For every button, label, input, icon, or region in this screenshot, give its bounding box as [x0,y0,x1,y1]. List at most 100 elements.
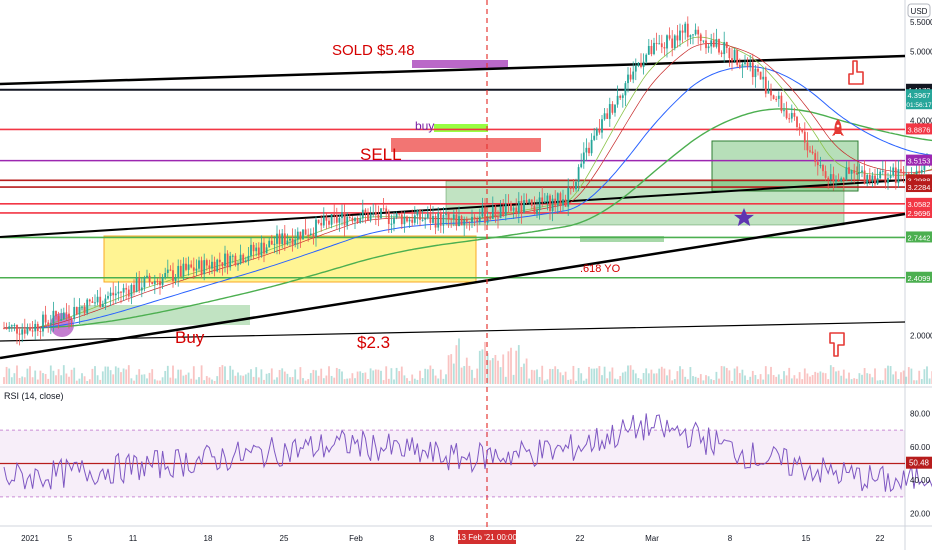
volume-bar [281,368,284,384]
candle-body [801,130,804,132]
candle-body [31,330,34,332]
candle-body [611,104,614,113]
volume-bar [312,369,315,384]
candle-body [445,213,447,215]
volume-bar [910,368,913,384]
time-tick-label: 22 [876,534,885,543]
candle-body [81,306,83,308]
volume-bar [582,380,585,384]
candle-body [130,284,133,297]
candle-body [426,213,429,219]
candle-body [788,118,791,120]
candle-body [182,263,185,277]
volume-bar [99,379,102,384]
volume-bar [733,368,736,384]
candle-body [263,242,265,254]
volume-bar [541,365,544,384]
volume-bar [224,366,226,384]
candle-body [432,215,434,223]
time-tick-label: 15 [802,534,811,543]
candle-body [642,61,645,67]
volume-bar [684,376,687,384]
volume-bar [866,373,869,384]
candle-body [442,214,445,226]
volume-bar [278,369,281,384]
volume-bar [497,360,499,384]
currency-badge[interactable] [907,3,931,18]
candle-body [822,165,824,172]
candle-body [741,64,744,68]
price-tag [906,89,932,110]
candle-body [564,199,567,207]
volume-bar [507,351,510,384]
candle-body [915,170,918,178]
volume-bar [231,369,234,384]
volume-bar [283,371,286,384]
candle-body [307,234,310,236]
volume-bar [707,376,710,384]
volume-bar [666,375,668,384]
volume-bar [868,373,871,384]
volume-bar [406,378,408,384]
candle-body [811,151,814,154]
candle-body [569,187,572,189]
volume-bar [166,365,169,384]
candle-body [143,277,146,288]
candle-body [104,298,107,305]
volume-bar [835,371,837,384]
candle-body [920,169,923,173]
volume-bar [621,372,624,384]
volume-bar [780,379,783,384]
candle-body [213,261,216,272]
candle-body [96,296,99,303]
volume-bar [608,371,611,384]
volume-bar [250,369,252,384]
candle-body [125,287,128,290]
trendlines [0,54,906,360]
candle-body [853,170,856,174]
volume-bar [460,367,463,384]
volume-bar [530,369,533,384]
candle-body [166,269,169,274]
candle-body [543,202,546,204]
volume-bars [3,338,932,384]
candle-body [796,116,798,128]
volume-bar [848,372,850,384]
volume-bar [55,375,57,384]
candle-body [395,213,398,218]
price-tag-label: 3.5153 [908,157,931,166]
volume-bar [585,378,588,384]
candle-body [728,47,731,59]
rsi-axis: 80.00 60.00 40.00 20.00 [910,409,931,518]
volume-bar [759,374,762,384]
rsi-current-label: 50.48 [909,459,930,468]
candle-body [679,30,681,41]
candle-body [127,289,130,297]
candle-body [556,193,559,206]
volume-bar [195,379,198,384]
volume-bar [442,378,445,384]
time-axis[interactable]: 2021 5 11 18 25 Feb 8 22 Mar 8 15 22 [21,534,885,543]
volume-bar [107,366,109,384]
candle-body [78,307,81,315]
volume-bar [481,349,484,384]
candle-body [135,277,138,292]
candle-body [354,217,356,222]
candle-body [377,214,380,219]
volume-bar [881,380,884,384]
candle-body [398,213,401,215]
candle-body [356,217,359,223]
volume-bar [811,374,814,384]
candle-body [863,170,866,185]
candle-body [876,178,879,185]
candle-body [120,291,122,293]
volume-bar [907,367,910,384]
candle-body [18,333,21,335]
volume-bar [268,373,271,384]
volume-bar [478,350,481,384]
candle-body [419,210,421,220]
candle-body [83,306,86,314]
volume-bar [900,372,902,384]
volume-bar [88,379,91,384]
